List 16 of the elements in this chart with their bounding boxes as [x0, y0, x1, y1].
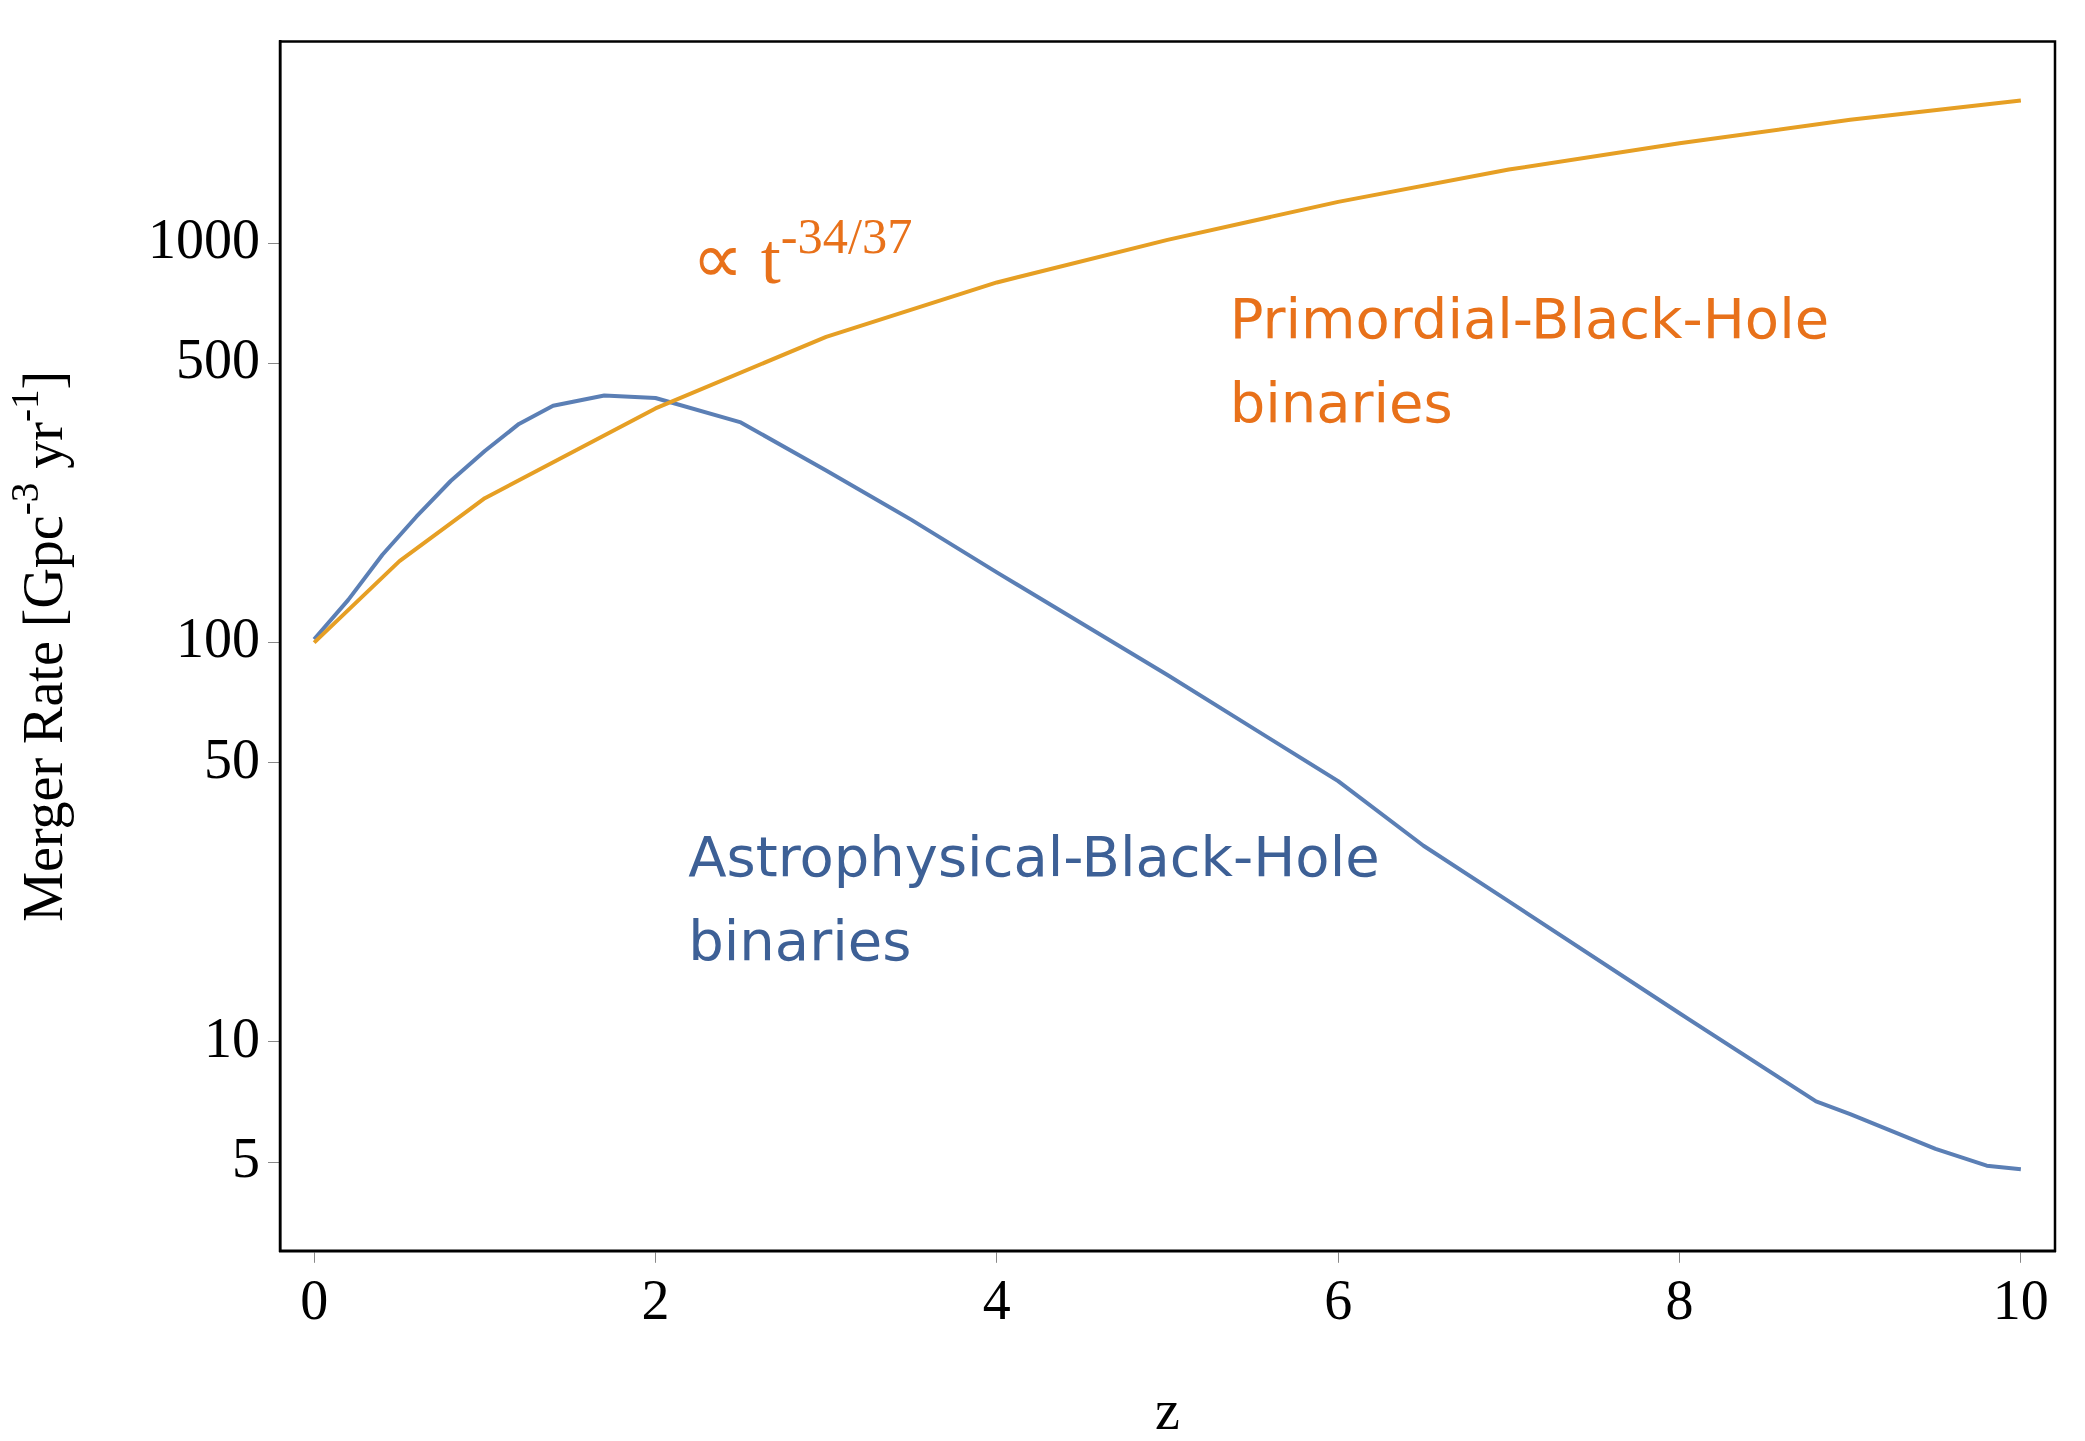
x-tick-label: 2 — [641, 1269, 670, 1332]
y-tick-label: 1000 — [148, 208, 260, 271]
y-tick-label: 500 — [176, 328, 260, 391]
annotation: Astrophysical-Black-Hole binaries — [688, 823, 1380, 973]
annotation: Primordial-Black-Hole binaries — [1229, 285, 1830, 435]
y-tick-label: 10 — [204, 1006, 260, 1069]
x-tick-label: 8 — [1665, 1269, 1694, 1332]
x-tick-label: 6 — [1324, 1269, 1353, 1332]
x-tick-label: 0 — [300, 1269, 329, 1332]
y-tick-label: 5 — [232, 1126, 260, 1189]
x-tick-label: 10 — [1992, 1269, 2049, 1332]
x-axis-title: z — [1155, 1379, 1180, 1441]
y-tick-label: 50 — [204, 727, 260, 790]
y-axis-title: Merger Rate [Gpc-3 yr-1] — [3, 370, 74, 922]
x-tick-label: 4 — [982, 1269, 1011, 1332]
y-tick-label: 100 — [176, 607, 260, 670]
